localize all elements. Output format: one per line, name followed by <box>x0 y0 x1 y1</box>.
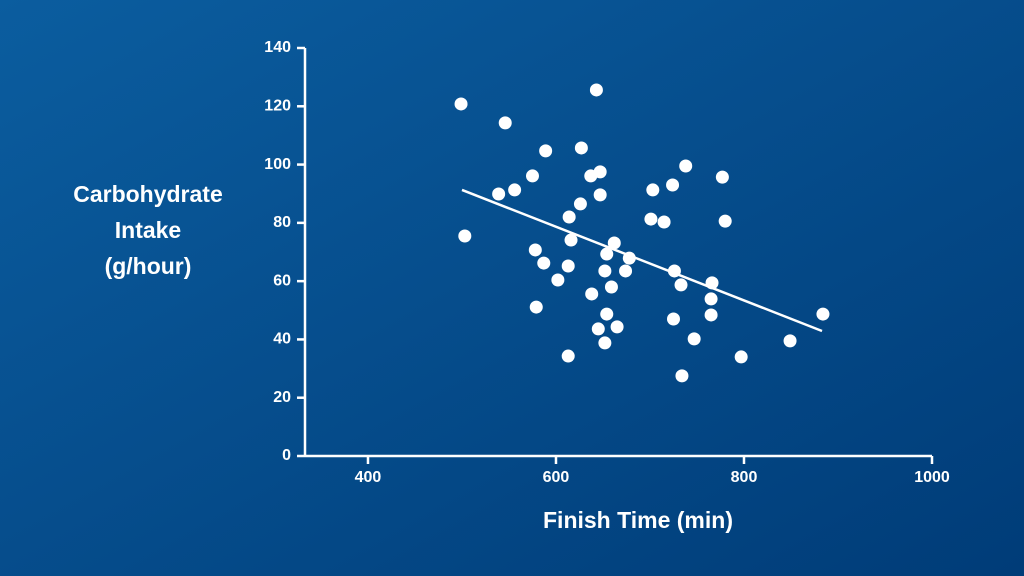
scatter-point <box>704 308 718 322</box>
scatter-point <box>644 212 658 226</box>
x-tick-label: 400 <box>355 469 382 486</box>
y-tick-label: 40 <box>273 331 291 348</box>
scatter-point <box>537 256 551 270</box>
scatter-point <box>657 215 671 229</box>
scatter-point <box>508 183 522 197</box>
scatter-point <box>600 247 614 261</box>
scatter-point <box>593 188 607 202</box>
scatter-point <box>561 259 575 273</box>
scatter-point <box>666 312 680 326</box>
scatter-point <box>528 243 542 257</box>
scatter-point <box>604 280 618 294</box>
scatter-point <box>561 349 575 363</box>
scatter-point <box>704 292 718 306</box>
scatter-point <box>539 144 553 158</box>
scatter-point <box>598 264 612 278</box>
scatter-point <box>674 278 688 292</box>
y-tick-label: 140 <box>264 39 291 56</box>
scatter-point <box>574 141 588 155</box>
scatter-point <box>598 336 612 350</box>
y-tick-label: 100 <box>264 156 291 173</box>
x-axis-title: Finish Time (min) <box>543 507 733 533</box>
scatter-point <box>687 332 701 346</box>
scatter-point <box>705 276 719 290</box>
scatter-point <box>498 116 512 130</box>
scatter-point <box>458 229 472 243</box>
x-tick-label: 600 <box>543 469 570 486</box>
scatter-point <box>600 307 614 321</box>
scatter-point <box>591 322 605 336</box>
scatter-point <box>573 197 587 211</box>
scatter-point <box>718 214 732 228</box>
scatter-point <box>734 350 748 364</box>
scatter-point <box>562 210 576 224</box>
scatter-point <box>492 187 506 201</box>
x-tick-label: 800 <box>731 469 758 486</box>
x-tick-label: 1000 <box>914 469 950 486</box>
y-tick-label: 20 <box>273 389 291 406</box>
scatter-point <box>585 287 599 301</box>
scatter-point <box>675 369 689 383</box>
scatter-point <box>783 334 797 348</box>
scatter-point <box>610 320 624 334</box>
trend-line <box>461 188 823 333</box>
scatter-point <box>607 236 621 250</box>
y-tick-label: 0 <box>282 447 291 464</box>
scatter-point <box>679 159 693 173</box>
scatter-point <box>564 233 578 247</box>
scatter-point <box>589 83 603 97</box>
scatter-point <box>525 169 539 183</box>
scatter-point <box>529 300 543 314</box>
scatter-point <box>816 307 830 321</box>
y-tick-label: 60 <box>273 272 291 289</box>
y-tick-label: 80 <box>273 214 291 231</box>
scatter-point <box>646 183 660 197</box>
scatter-point <box>454 97 468 111</box>
scatter-point <box>622 251 636 265</box>
y-axis-title: Carbohydrate Intake (g/hour) <box>73 181 223 279</box>
scatter-point <box>666 178 680 192</box>
scatter-point <box>593 165 607 179</box>
scatter-point <box>551 273 565 287</box>
y-tick-label: 120 <box>264 98 291 115</box>
scatter-point <box>667 264 681 278</box>
scatter-point <box>619 264 633 278</box>
scatter-point <box>715 170 729 184</box>
